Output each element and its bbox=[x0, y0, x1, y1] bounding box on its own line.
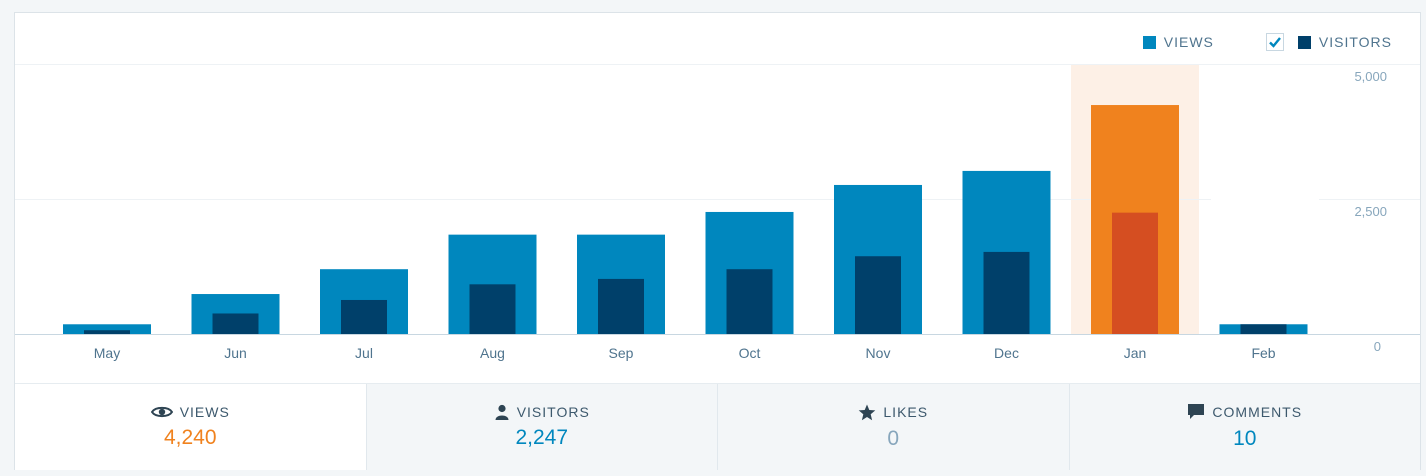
visitors-bar-dec[interactable] bbox=[983, 251, 1030, 334]
x-axis-labels: May Jun Jul Aug Sep Oct Nov Dec Jan Feb bbox=[94, 345, 1276, 361]
tab-comments-value: 10 bbox=[1233, 427, 1257, 450]
legend-visitors: VISITORS bbox=[1297, 34, 1392, 50]
tab-likes-value: 0 bbox=[887, 426, 900, 450]
tab-visitors-label: VISITORS bbox=[516, 404, 590, 420]
tab-comments-label: COMMENTS bbox=[1212, 404, 1303, 420]
x-tick-label-oct: Oct bbox=[739, 345, 761, 361]
legend-views: VIEWS bbox=[1142, 34, 1214, 50]
views-bar-may[interactable] bbox=[63, 324, 151, 334]
x-tick-label-jan: Jan bbox=[1124, 345, 1147, 361]
stats-card: VIEWS VISITORS May Jun Jul Aug Sep Oct Nov Dec J… bbox=[14, 12, 1421, 470]
stats-tabs: VIEWS 4,240 VISITORS 2,247 LIKES 0 bbox=[15, 383, 1420, 470]
y-tick-label-0: 0 bbox=[1374, 339, 1381, 354]
x-tick-label-feb: Feb bbox=[1251, 345, 1275, 361]
visitors-bar-may[interactable] bbox=[84, 330, 130, 334]
visitors-bar-nov[interactable] bbox=[855, 256, 901, 334]
legend-views-label: VIEWS bbox=[1163, 34, 1214, 50]
tab-views-label: VIEWS bbox=[179, 404, 230, 420]
visitors-bar-jun[interactable] bbox=[212, 313, 259, 334]
visitors-bar-jul[interactable] bbox=[341, 299, 387, 334]
star-icon bbox=[859, 404, 876, 420]
x-tick-label-sep: Sep bbox=[609, 345, 634, 361]
visitors-bar-jan[interactable] bbox=[1112, 212, 1158, 334]
x-tick-label-aug: Aug bbox=[480, 345, 505, 361]
bar-group bbox=[63, 105, 1308, 334]
x-tick-label-dec: Dec bbox=[994, 345, 1019, 361]
visitors-bar-aug[interactable] bbox=[469, 284, 516, 334]
tab-visitors[interactable]: VISITORS 2,247 bbox=[365, 384, 717, 470]
legend-visitors-label: VISITORS bbox=[1318, 34, 1392, 50]
comment-icon bbox=[1188, 404, 1205, 419]
x-tick-label-nov: Nov bbox=[866, 345, 891, 361]
y-tick-label-2500: 2,500 bbox=[1354, 204, 1387, 219]
tab-likes[interactable]: LIKES 0 bbox=[717, 384, 1069, 470]
x-tick-label-jun: Jun bbox=[224, 345, 247, 361]
bar-chart: May Jun Jul Aug Sep Oct Nov Dec Jan Feb 5,000 2,5… bbox=[15, 64, 1420, 361]
visitors-bar-oct[interactable] bbox=[726, 269, 773, 334]
y-tick-label-5000: 5,000 bbox=[1354, 69, 1387, 84]
tab-visitors-value: 2,247 bbox=[515, 426, 569, 449]
visitors-toggle-checkbox[interactable] bbox=[1265, 33, 1284, 51]
chart-legend: VIEWS VISITORS bbox=[1142, 33, 1392, 51]
visitors-bar-sep[interactable] bbox=[598, 278, 644, 334]
tab-views[interactable]: VIEWS 4,240 bbox=[15, 384, 366, 470]
x-tick-label-may: May bbox=[94, 345, 120, 361]
tab-comments[interactable]: COMMENTS 10 bbox=[1068, 384, 1420, 470]
x-tick-label-jul: Jul bbox=[355, 345, 373, 361]
eye-icon bbox=[150, 406, 173, 418]
person-icon bbox=[495, 404, 509, 420]
checkmark-icon bbox=[1269, 37, 1281, 48]
tab-views-value: 4,240 bbox=[163, 426, 217, 449]
legend-views-swatch bbox=[1142, 35, 1156, 49]
visitors-bar-feb[interactable] bbox=[1240, 324, 1287, 334]
legend-visitors-swatch bbox=[1297, 35, 1311, 49]
tab-likes-label: LIKES bbox=[883, 404, 929, 420]
